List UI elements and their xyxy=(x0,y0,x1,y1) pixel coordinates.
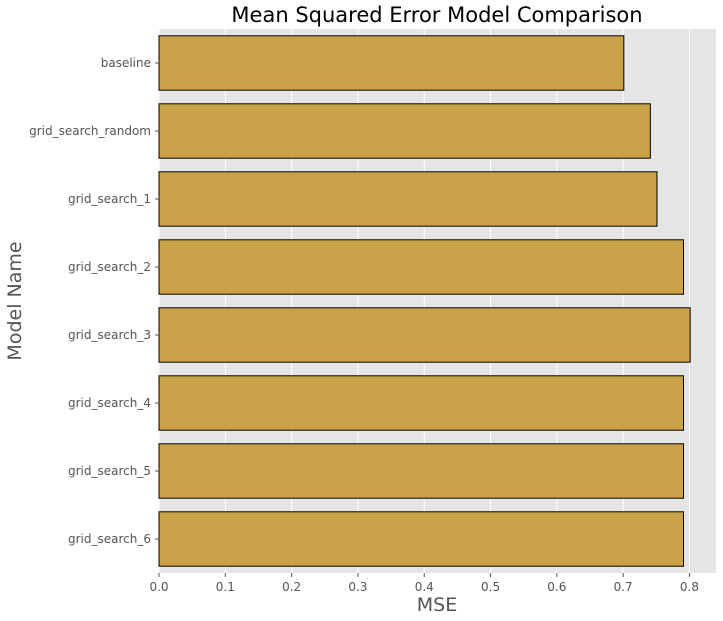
x-tick-label: 0.3 xyxy=(348,580,367,594)
x-axis-title: MSE xyxy=(417,594,457,616)
bar-grid-search-5 xyxy=(158,443,685,499)
bar-grid-search-random xyxy=(158,103,651,159)
y-tick-label: grid_search_3 xyxy=(68,328,151,342)
bar-grid-search-3 xyxy=(158,307,691,363)
x-tick-label: 0.8 xyxy=(680,580,699,594)
y-tick-label: grid_search_6 xyxy=(68,532,151,546)
x-tick-label: 0.1 xyxy=(216,580,235,594)
y-axis-ticks: baseline grid_search_random grid_search_1g… xyxy=(29,56,159,546)
chart-title: Mean Squared Error Model Comparison xyxy=(231,3,642,27)
y-tick-label: grid_search_4 xyxy=(68,396,151,410)
x-axis-ticks: 0.0 0.1 0.2 0.3 0.4 0.5 0.6 0.7 0.8 xyxy=(149,573,699,594)
y-tick-label: grid_search_random xyxy=(29,124,151,138)
bars xyxy=(158,35,691,567)
x-tick-label: 0.6 xyxy=(547,580,566,594)
bar-grid-search-6 xyxy=(158,511,685,567)
x-tick-label: 0.4 xyxy=(415,580,434,594)
y-tick-label: grid_search_1 xyxy=(68,192,151,206)
bar-grid-search-2 xyxy=(158,239,685,295)
y-tick-label: grid_search_2 xyxy=(68,260,151,274)
bar-grid-search-4 xyxy=(158,375,685,431)
y-tick-label: grid_search_5 xyxy=(68,464,151,478)
x-tick-label: 0.2 xyxy=(282,580,301,594)
bar-baseline xyxy=(158,35,625,91)
x-tick-label: 0.0 xyxy=(149,580,168,594)
bar-grid-search-1 xyxy=(158,171,658,227)
y-axis-title: Model Name xyxy=(4,241,26,360)
y-tick-label: baseline xyxy=(101,56,151,70)
x-tick-label: 0.7 xyxy=(614,580,633,594)
x-tick-label: 0.5 xyxy=(481,580,500,594)
